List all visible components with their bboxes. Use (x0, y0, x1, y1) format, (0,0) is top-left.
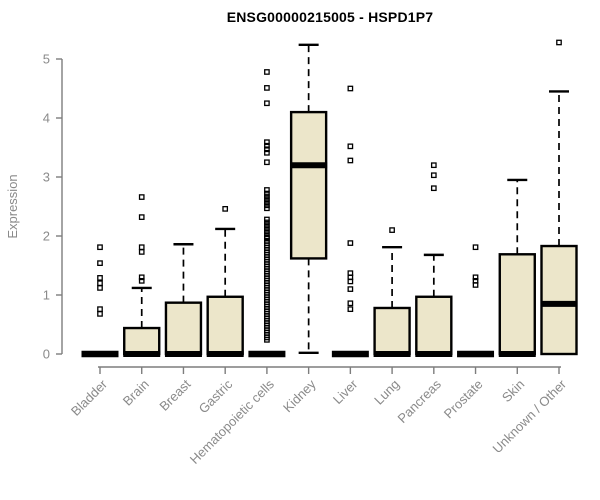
y-axis-tick-label: 4 (43, 111, 50, 126)
outlier-point (264, 196, 270, 203)
box-group-Pancreas (415, 162, 453, 357)
box-body (540, 244, 578, 356)
box-group-Bladder (81, 244, 119, 358)
outlier-point (264, 234, 270, 241)
outlier-point (264, 187, 270, 193)
y-axis-tick-label: 2 (43, 229, 50, 244)
outlier-point (97, 244, 103, 251)
outlier-point (97, 311, 103, 317)
x-axis-tick-label: Kidney (280, 376, 319, 415)
box-group-Gastric (206, 206, 244, 357)
outlier-point (138, 274, 145, 281)
outlier-point (264, 199, 270, 206)
outlier-point (264, 142, 270, 149)
outlier-point (138, 214, 145, 220)
box-group-Lung (373, 227, 411, 357)
x-axis-tick-label: Pancreas (394, 376, 444, 426)
outlier-point (264, 190, 270, 197)
outlier-point (264, 202, 270, 209)
box-group-Brain (123, 194, 161, 357)
outlier-point (138, 244, 145, 251)
outlier-point (472, 274, 479, 281)
outlier-point (97, 285, 103, 291)
outlier-point (430, 172, 437, 179)
x-axis-tick-label: Prostate (441, 377, 486, 422)
outlier-point (347, 143, 354, 150)
box-group-Prostate (457, 244, 495, 358)
outlier-point (138, 194, 145, 200)
outlier-point (347, 157, 354, 164)
box-group-Liver (331, 85, 369, 358)
outlier-point (264, 228, 270, 235)
outlier-point (347, 306, 354, 313)
x-axis-tick-label: Gastric (196, 376, 236, 416)
y-axis-tick-label: 3 (43, 170, 50, 185)
outlier-point (138, 249, 145, 255)
outlier-point (264, 225, 270, 232)
outlier-point (264, 205, 270, 212)
box-body (206, 295, 244, 356)
outlier-point (264, 69, 270, 75)
outlier-point (347, 240, 354, 246)
box-group-Breast (164, 243, 203, 357)
x-axis-tick-label: Bladder (68, 376, 111, 419)
outlier-point (264, 231, 270, 238)
x-axis-tick-label: Skin (499, 377, 527, 405)
y-axis-title: Expression (5, 174, 20, 238)
outlier-point (430, 162, 437, 169)
y-axis-tick-label: 0 (43, 347, 50, 362)
box-body (123, 326, 161, 356)
box-group-Kidney (289, 43, 328, 355)
outlier-point (264, 193, 270, 200)
outlier-point (97, 260, 103, 266)
outlier-point (264, 219, 270, 226)
outlier-point (347, 270, 354, 277)
outlier-point (264, 146, 270, 153)
outlier-point (264, 222, 270, 229)
outlier-point (430, 185, 437, 192)
outlier-point (347, 300, 354, 307)
box-body (289, 110, 328, 260)
outlier-point (264, 139, 270, 146)
outlier-point (97, 306, 103, 313)
outlier-point (138, 277, 145, 284)
outlier-point (264, 216, 270, 223)
box-group-Skin (498, 178, 536, 357)
outlier-point (389, 227, 395, 233)
y-axis-tick-label: 5 (43, 52, 50, 67)
box-group-Hematopoietic cells (248, 69, 286, 358)
box-group-Unknown / Other (540, 39, 578, 356)
x-axis-tick-label: Liver (330, 376, 361, 407)
box-body (373, 306, 411, 356)
box-body (415, 295, 453, 356)
outlier-point (347, 286, 354, 292)
outlier-point (97, 280, 103, 287)
outlier-point (264, 85, 270, 91)
outlier-point (472, 277, 479, 284)
box-body (164, 301, 203, 356)
y-axis-tick-label: 1 (43, 288, 50, 303)
outlier-point (264, 159, 270, 166)
outlier-point (222, 206, 229, 212)
outlier-point (556, 39, 562, 46)
outlier-point (472, 244, 479, 251)
chart-title: ENSG00000215005 - HSPD1P7 (226, 9, 434, 25)
x-axis-tick-label: Brain (120, 377, 152, 409)
x-axis-tick-label: Unknown / Other (490, 376, 570, 456)
box-body (498, 253, 536, 356)
outlier-point (347, 85, 354, 92)
outlier-point (264, 149, 270, 156)
outlier-point (264, 100, 270, 107)
x-axis-tick-label: Lung (371, 377, 402, 408)
outlier-point (97, 275, 103, 281)
x-axis-tick-label: Breast (156, 376, 193, 413)
